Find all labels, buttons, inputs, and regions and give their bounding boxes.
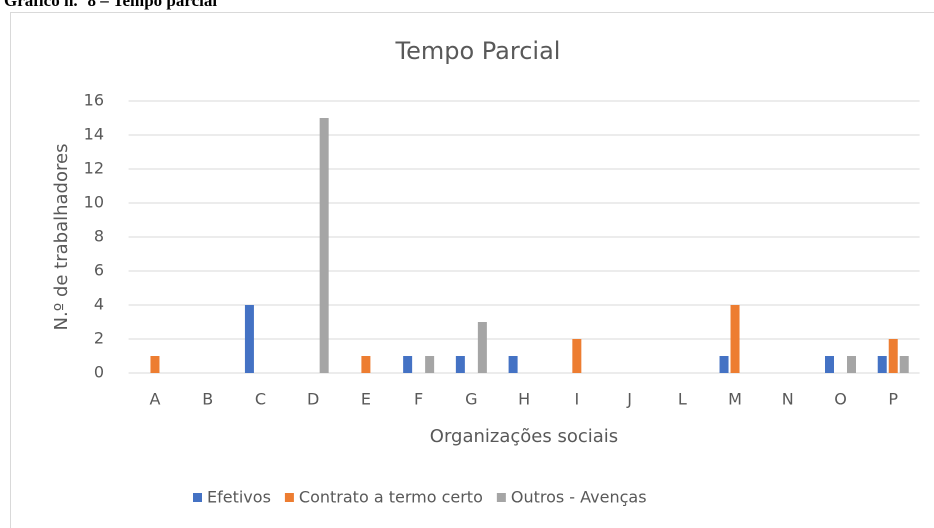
bar — [508, 356, 518, 373]
y-tick-label: 8 — [94, 227, 104, 246]
x-tick-label: E — [361, 390, 371, 409]
bar — [361, 356, 371, 373]
x-tick-label: A — [149, 390, 160, 409]
chart-border — [10, 12, 934, 528]
x-tick-label: M — [728, 390, 742, 409]
bar — [730, 305, 740, 373]
bar — [877, 356, 887, 373]
y-tick-label: 0 — [94, 363, 104, 382]
bar — [150, 356, 160, 373]
legend-label: Efetivos — [207, 488, 271, 507]
bar — [847, 356, 856, 373]
x-tick-label: F — [414, 390, 423, 409]
bar — [244, 305, 254, 373]
bar — [455, 356, 465, 373]
x-tick-label: C — [255, 390, 266, 409]
legend-swatch — [496, 493, 506, 502]
chart-title: Tempo Parcial — [395, 37, 561, 65]
y-tick-label: 14 — [84, 125, 104, 144]
x-tick-label: O — [834, 390, 847, 409]
bar — [425, 356, 435, 373]
x-tick-label: B — [202, 390, 213, 409]
x-tick-label: J — [626, 390, 632, 409]
x-tick-label: N — [782, 390, 794, 409]
x-tick-label: G — [465, 390, 477, 409]
legend-label: Contrato a termo certo — [299, 488, 483, 507]
bar — [888, 339, 898, 373]
y-axis-label: N.º de trabalhadores — [51, 144, 72, 331]
bar — [899, 356, 909, 373]
bar — [825, 356, 834, 373]
bar — [403, 356, 413, 373]
x-tick-label: P — [888, 390, 898, 409]
x-tick-label: L — [678, 390, 687, 409]
y-tick-label: 6 — [94, 261, 104, 280]
x-tick-label: I — [574, 390, 579, 409]
y-tick-label: 4 — [94, 295, 104, 314]
bar — [477, 322, 487, 373]
caption: Gráfico n.º 8 – Tempo parcial — [4, 0, 217, 10]
y-tick-label: 2 — [94, 329, 104, 348]
bar — [719, 356, 729, 373]
legend-swatch — [193, 493, 202, 502]
bar — [319, 118, 329, 373]
y-tick-label: 10 — [84, 193, 104, 212]
x-tick-label: H — [518, 390, 530, 409]
legend-label: Outros - Avenças — [511, 488, 647, 507]
bar — [572, 339, 582, 373]
y-tick-label: 16 — [84, 91, 104, 110]
x-tick-label: D — [307, 390, 319, 409]
y-tick-label: 12 — [84, 159, 104, 178]
x-axis-label: Organizações sociais — [430, 426, 618, 447]
legend-swatch — [284, 493, 294, 502]
